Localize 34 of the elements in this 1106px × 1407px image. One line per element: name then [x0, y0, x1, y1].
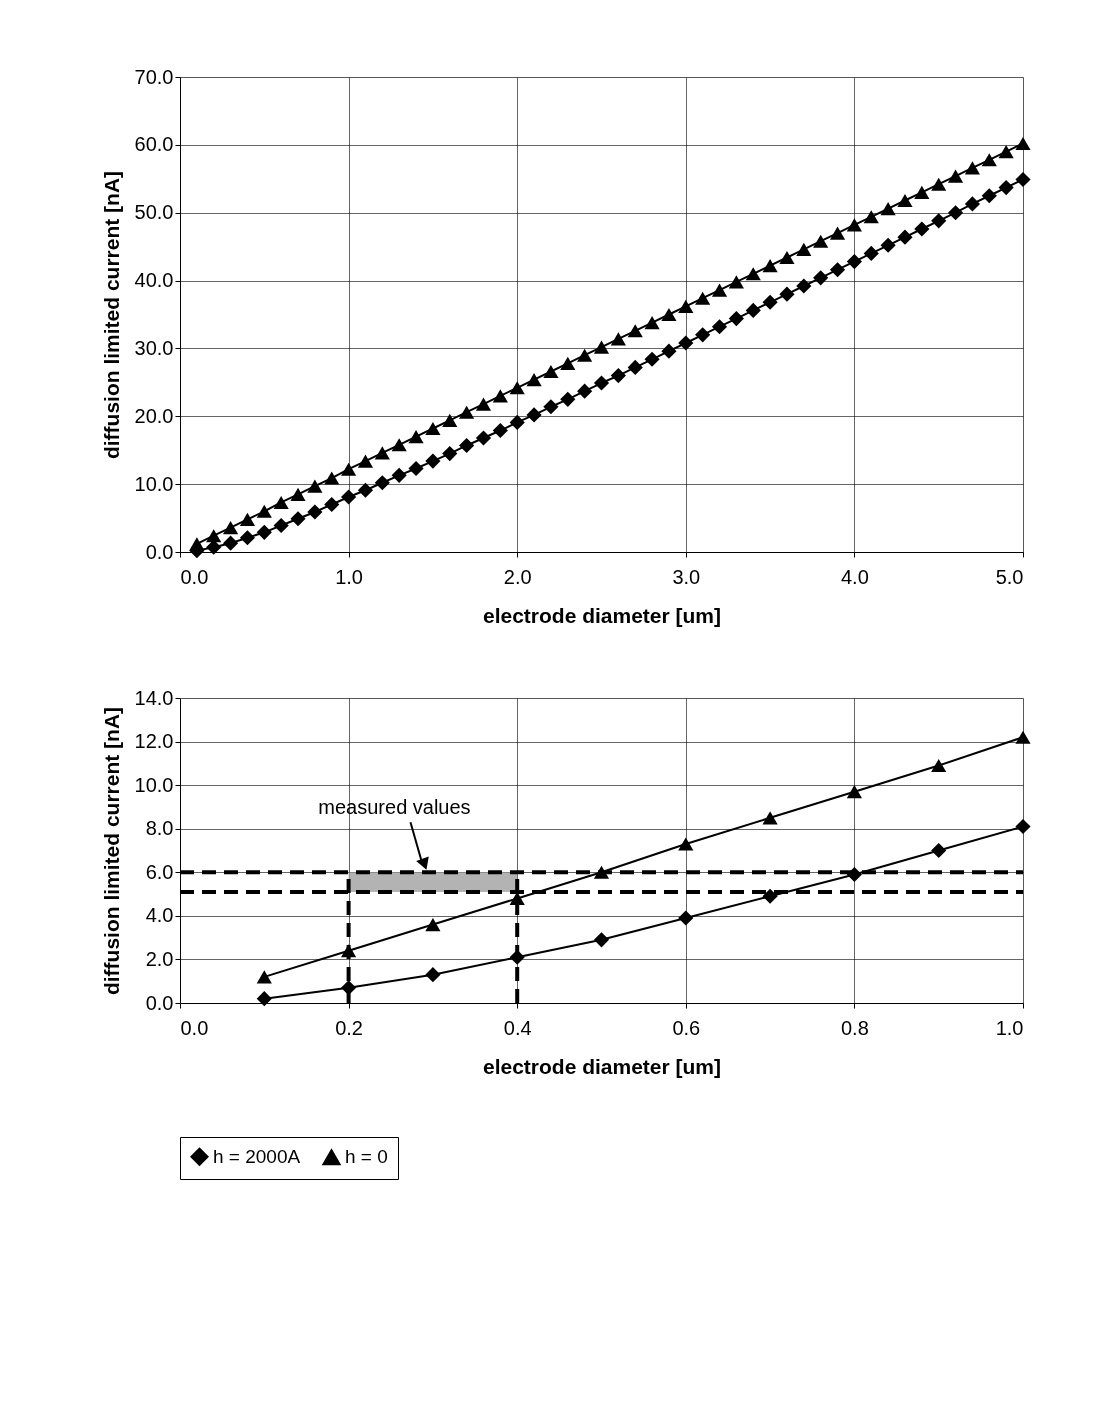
y-tick-label: 30.0 — [134, 336, 174, 359]
x-tick-label: 0.8 — [840, 1016, 869, 1039]
y-axis-title: diffusion limited current [nA] — [99, 170, 123, 460]
y-tick-label: 8.0 — [145, 817, 174, 840]
y-tick-label: 60.0 — [134, 133, 174, 156]
x-tick-label: 5.0 — [995, 565, 1024, 588]
x-tick-label: 0.6 — [672, 1016, 701, 1039]
x-tick-label: 0.4 — [503, 1016, 532, 1039]
x-tick-label: 3.0 — [672, 565, 701, 588]
legend-label: h = 2000A — [213, 1145, 301, 1167]
x-tick-label: 4.0 — [840, 565, 869, 588]
x-tick-label: 1.0 — [335, 565, 364, 588]
x-tick-label: 2.0 — [503, 565, 532, 588]
y-tick-label: 12.0 — [134, 730, 174, 753]
y-tick-label: 0.0 — [145, 991, 174, 1014]
y-tick-label: 20.0 — [134, 404, 174, 427]
x-tick-label: 0.0 — [180, 565, 209, 588]
x-axis-title: electrode diameter [um] — [482, 603, 722, 627]
y-tick-label: 0.0 — [145, 540, 174, 563]
x-axis-title: electrode diameter [um] — [482, 1054, 722, 1078]
legend-label: h = 0 — [345, 1146, 388, 1168]
y-tick-label: 10.0 — [134, 773, 174, 796]
y-tick-label: 6.0 — [145, 860, 174, 883]
y-tick-label: 40.0 — [134, 269, 174, 292]
y-tick-label: 4.0 — [145, 904, 174, 927]
y-tick-label: 70.0 — [134, 65, 174, 88]
x-tick-label: 0.2 — [335, 1016, 364, 1039]
y-tick-label: 2.0 — [145, 947, 174, 970]
y-tick-label: 10.0 — [134, 472, 174, 495]
y-tick-label: 14.0 — [134, 686, 174, 709]
x-tick-label: 1.0 — [995, 1016, 1024, 1039]
y-tick-label: 50.0 — [134, 201, 174, 224]
x-tick-label: 0.0 — [180, 1016, 209, 1039]
y-axis-title: diffusion limited current [nA] — [99, 706, 123, 996]
